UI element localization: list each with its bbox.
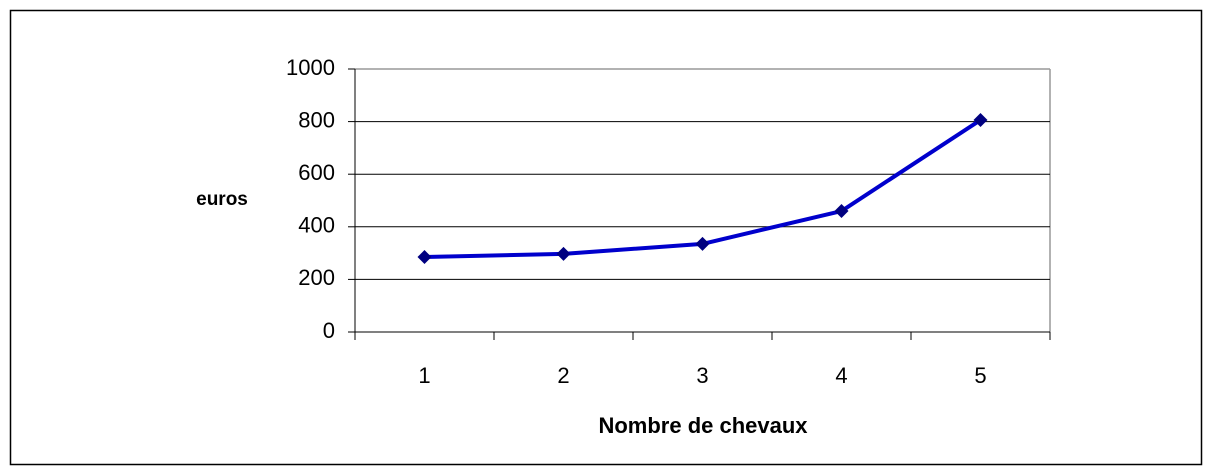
y-tick-label: 800 xyxy=(298,107,335,132)
marker xyxy=(695,236,710,251)
x-tick-label: 4 xyxy=(835,363,847,388)
y-tick-label: 1000 xyxy=(286,55,335,80)
marker xyxy=(417,250,432,265)
y-tick-label: 400 xyxy=(298,213,335,238)
y-tick-label: 0 xyxy=(323,318,335,343)
y-tick-label: 200 xyxy=(298,265,335,290)
marker xyxy=(973,113,988,128)
marker xyxy=(556,246,571,261)
y-tick-label: 600 xyxy=(298,160,335,185)
y-axis-label: euros xyxy=(196,189,248,210)
x-tick-label: 3 xyxy=(696,363,708,388)
x-axis-label: Nombre de chevaux xyxy=(598,413,808,438)
x-tick-label: 5 xyxy=(974,363,986,388)
chart-frame xyxy=(9,9,1203,466)
marker xyxy=(834,204,849,219)
x-tick-label: 1 xyxy=(418,363,430,388)
x-tick-label: 2 xyxy=(557,363,569,388)
